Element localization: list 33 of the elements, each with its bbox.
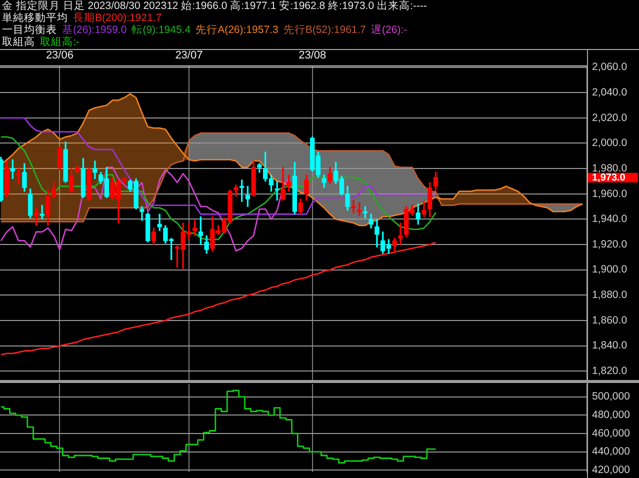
text: 長期B(200):1921.7 [73, 12, 162, 24]
text: 基(26):1959.0 [62, 24, 127, 36]
chart-title: 金 指定限月 日足 2023/08/30 202312 始:1966.0 高:1977.1 安:1962.8 終:1973.0 出来高:---- [2, 0, 427, 12]
y-tick-label: 500,000 [592, 390, 630, 403]
y-tick-label: 1,880.0 [592, 289, 628, 302]
text: 取組高 [2, 36, 35, 48]
y-tick-label: 1,820.0 [592, 365, 628, 378]
y-tick-label: 2,000.0 [592, 137, 628, 150]
text: 単純移動平均 [2, 12, 68, 24]
y-tick-label: 460,000 [592, 427, 630, 440]
y-tick-label: 1,980.0 [592, 162, 628, 174]
y-tick-label: 420,000 [592, 464, 630, 476]
y-tick-label: 2,040.0 [592, 86, 628, 98]
y-tick-label: 1,900.0 [592, 264, 628, 276]
y-tick-label: 2,060.0 [592, 61, 628, 74]
x-tick-label: 23/07 [175, 49, 203, 62]
x-tick-label: 23/06 [46, 49, 74, 62]
y-tick-label: 480,000 [592, 409, 630, 422]
y-tick-label: 1,860.0 [592, 314, 628, 326]
y-tick-label: 2,020.0 [592, 112, 628, 124]
text: 一目均衡表 [2, 24, 57, 36]
y-tick-label: 1,920.0 [592, 238, 628, 250]
y-tick-label: 1,940.0 [592, 213, 628, 226]
text: 先行B(52):1961.7 [283, 24, 366, 36]
x-tick-label: 23/08 [298, 49, 326, 62]
y-tick-label: 1,960.0 [592, 188, 628, 200]
y-tick-label: 440,000 [592, 446, 630, 458]
y-tick-label: 1,840.0 [592, 340, 628, 352]
text: 先行A(26):1957.3 [196, 24, 278, 36]
text: 取組高:- [40, 36, 80, 48]
text: 遅(26):- [371, 24, 408, 36]
text: 転(9):1945.4 [132, 24, 191, 36]
text: 1,973.0 [592, 172, 626, 184]
